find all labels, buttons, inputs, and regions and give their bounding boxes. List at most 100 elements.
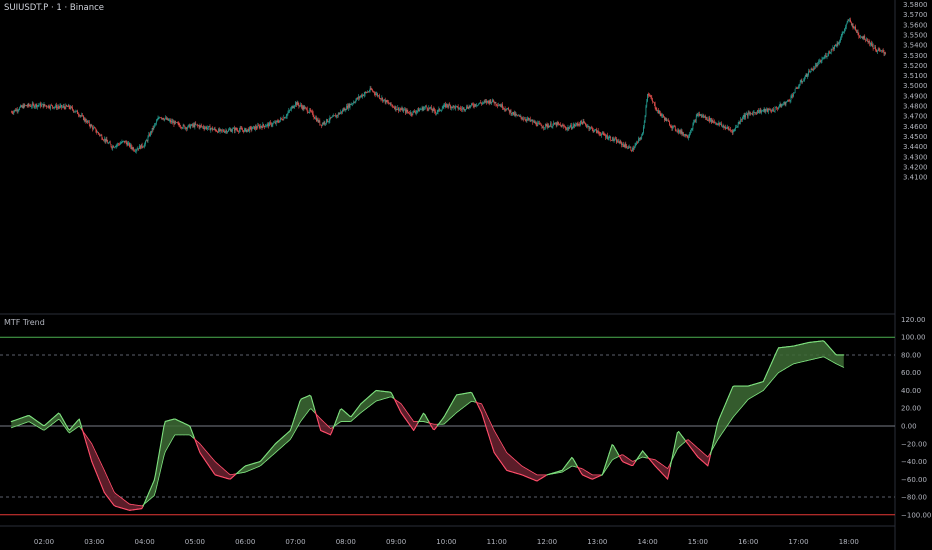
fast-line-segment [729, 389, 732, 394]
candle-body [196, 124, 197, 126]
candle-body [529, 118, 530, 120]
candle-body [72, 107, 73, 110]
fast-line-segment [191, 430, 194, 435]
candle-body [536, 125, 538, 126]
candle-body [491, 101, 493, 104]
candle-body [819, 60, 820, 62]
slow-line-segment [668, 462, 671, 467]
candle-body [865, 39, 866, 41]
candle-body [93, 127, 95, 129]
candle-body [398, 107, 399, 111]
candle-body [52, 106, 54, 109]
candle-body [56, 105, 57, 109]
candle-body [164, 118, 166, 120]
candle-body [158, 117, 160, 119]
candle-body [358, 96, 360, 98]
candle-body [705, 117, 707, 119]
candle-body [88, 121, 90, 125]
candle-body [749, 112, 751, 114]
slow-line-segment [103, 469, 107, 474]
candle-body [431, 109, 433, 111]
fast-line-segment [78, 418, 82, 425]
candle-body [198, 125, 200, 128]
slow-line-segment [92, 446, 95, 451]
candle-body [224, 131, 226, 133]
fast-line-segment [289, 426, 293, 432]
fast-line-segment [675, 432, 678, 441]
candle-body [516, 114, 518, 116]
candle-body [600, 134, 602, 136]
candle-body [523, 118, 524, 120]
price-tick-label: 3.5700 [903, 11, 928, 19]
candle-body [456, 106, 458, 107]
candle-body [518, 115, 520, 117]
candle-body [478, 103, 480, 105]
time-tick-label: 12:00 [537, 538, 557, 546]
candle-body [230, 129, 232, 132]
candle-body [440, 110, 441, 112]
candle-body [467, 106, 468, 109]
candle-body [735, 127, 736, 129]
candle-body [93, 127, 94, 130]
slow-line-segment [91, 443, 94, 448]
candle-body [73, 111, 75, 113]
candle-body [816, 64, 818, 67]
fast-line-segment [153, 473, 157, 481]
fast-line-segment [331, 427, 334, 433]
candle-body [809, 72, 811, 73]
candle-body [255, 126, 257, 129]
candle-body [627, 147, 629, 149]
oscillator-tick-label: 20.00 [901, 405, 921, 413]
candle-body [74, 111, 76, 113]
candle-body [762, 110, 763, 112]
indicator-title[interactable]: MTF Trend [4, 318, 45, 327]
candle-body [352, 103, 353, 105]
candle-body [601, 132, 603, 134]
candle-body [444, 104, 446, 106]
oscillator-axis: 120.00 100.00 80.00 60.00 40.00 20.00 0.00 −20.… [901, 316, 931, 519]
bear-fill [620, 454, 638, 466]
price-candles [10, 17, 887, 154]
fast-line-segment [768, 365, 771, 370]
slow-line-segment [166, 446, 169, 450]
candle-body [797, 88, 799, 89]
candle-body [282, 119, 284, 121]
candle-body [828, 51, 830, 55]
candle-body [702, 115, 704, 117]
fast-line-segment [482, 416, 485, 423]
bear-fill [430, 423, 439, 430]
candle-body [477, 103, 479, 106]
candle-body [500, 105, 502, 107]
candle-body [68, 105, 70, 108]
candle-body [709, 117, 710, 122]
candle-body [65, 105, 67, 109]
fast-line-segment [715, 423, 719, 431]
candle-body [862, 36, 864, 39]
candle-body [18, 109, 20, 111]
candle-body [850, 19, 851, 22]
candle-body [71, 106, 73, 108]
candle-body [362, 94, 363, 97]
candle-body [644, 115, 646, 122]
candle-body [833, 47, 835, 50]
slow-line-segment [406, 411, 409, 415]
candle-body [276, 121, 278, 122]
candle-body [157, 118, 159, 120]
candle-body [201, 125, 202, 127]
candle-body [676, 130, 678, 132]
candle-body [545, 124, 547, 125]
candle-body [184, 125, 186, 129]
candle-body [265, 125, 267, 127]
candle-body [831, 49, 833, 50]
slow-line-segment [674, 451, 677, 456]
fast-line-segment [196, 444, 200, 450]
candle-body [783, 103, 784, 105]
candle-body [682, 133, 684, 135]
candle-body [142, 146, 144, 148]
candle-body [415, 112, 416, 113]
candle-body [643, 121, 645, 127]
candle-body [566, 128, 568, 130]
candle-body [723, 125, 725, 128]
bull-fill [144, 419, 196, 504]
symbol-title[interactable]: SUIUSDT.P · 1 · Binance [4, 3, 104, 13]
